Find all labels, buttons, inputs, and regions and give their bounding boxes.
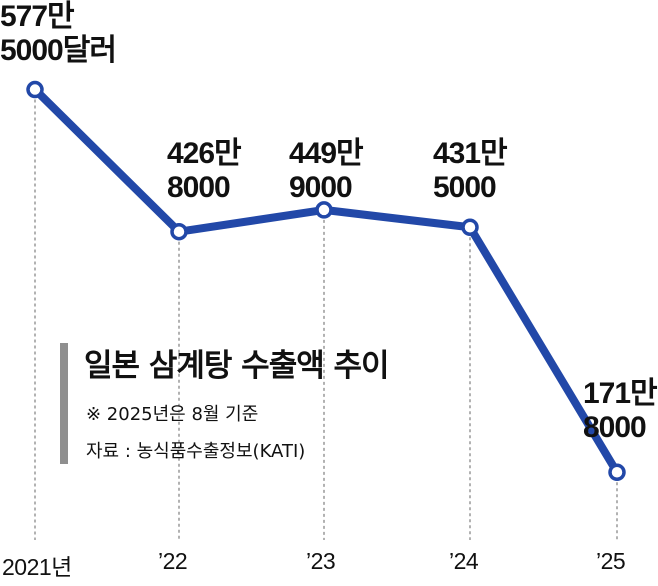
x-tick-label-4: ’25 xyxy=(596,548,626,574)
data-label-1: 426만 8000 xyxy=(167,137,242,204)
x-tick-label-1: ’22 xyxy=(158,548,188,574)
chart-title: 일본 삼계탕 수출액 추이 xyxy=(84,348,390,384)
note-basis: ※ 2025년은 8월 기준 xyxy=(86,404,259,425)
data-label-3: 431만 5000 xyxy=(433,137,508,204)
data-point-1 xyxy=(170,222,188,241)
x-tick-label-3: ’24 xyxy=(449,548,479,574)
data-point-4 xyxy=(608,463,626,482)
data-point-3 xyxy=(461,218,479,237)
data-point-2 xyxy=(315,201,333,219)
data-label-4: 171만 8000 xyxy=(583,377,658,444)
x-tick-label-0: 2021년 xyxy=(2,554,72,580)
data-point-0 xyxy=(26,80,44,99)
data-label-0: 577만 5000달러 xyxy=(0,0,117,67)
x-tick-label-2: ’23 xyxy=(306,548,336,574)
note-source: 자료 : 농식품수출정보(KATI) xyxy=(86,441,306,462)
data-label-2: 449만 9000 xyxy=(289,137,364,204)
note-accent-bar xyxy=(60,343,68,464)
